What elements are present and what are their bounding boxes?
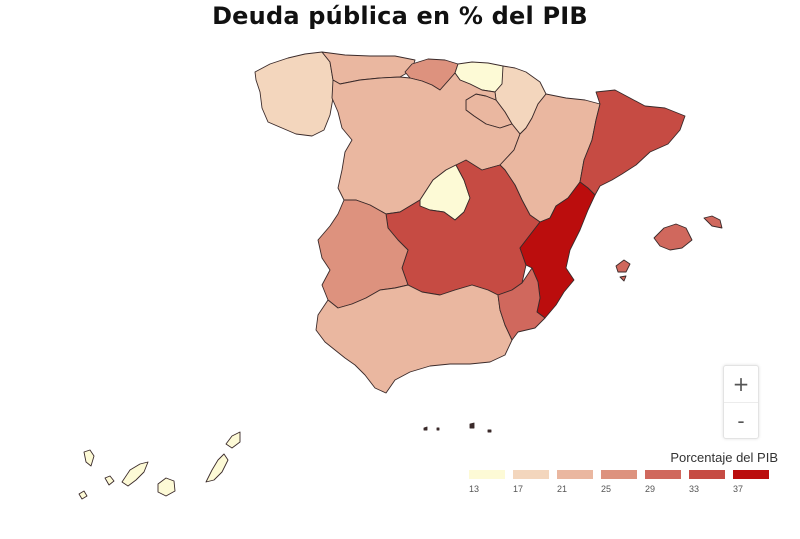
region-small-territory	[436, 427, 440, 431]
region-canarias-gran-canaria[interactable]	[157, 477, 176, 497]
region-cataluna[interactable]	[579, 89, 686, 196]
region-islas-baleares-ibiza[interactable]	[615, 259, 631, 273]
region-andalucia[interactable]	[315, 284, 513, 394]
map-title: Deuda pública en % del PIB	[212, 2, 588, 30]
legend-label: 17	[513, 484, 524, 494]
legend-title: Porcentaje del PIB	[670, 450, 778, 465]
legend-label: 13	[469, 484, 480, 494]
region-canarias-fuerteventura[interactable]	[205, 453, 229, 483]
region-islas-baleares-formentera[interactable]	[619, 275, 627, 282]
legend-swatches	[469, 470, 769, 479]
region-galicia[interactable]	[254, 51, 334, 137]
region-canarias-la-gomera[interactable]	[104, 475, 115, 486]
region-canarias-tenerife[interactable]	[121, 461, 149, 487]
legend-swatch	[601, 470, 637, 479]
legend-swatch	[645, 470, 681, 479]
legend-labels: 13 17 21 25 29 33 37	[469, 484, 769, 494]
region-melilla[interactable]	[487, 429, 492, 433]
legend-label: 21	[557, 484, 568, 494]
legend-label: 29	[645, 484, 656, 494]
legend-label: 37	[733, 484, 744, 494]
legend-swatch	[557, 470, 593, 479]
region-castilla-y-leon[interactable]	[331, 72, 521, 215]
legend-swatch	[469, 470, 505, 479]
region-ceuta[interactable]	[423, 426, 428, 431]
legend-swatch	[689, 470, 725, 479]
legend-label: 25	[601, 484, 612, 494]
region-murcia[interactable]	[497, 267, 546, 341]
region-islas-baleares-mallorca[interactable]	[653, 223, 693, 251]
region-canarias-la-palma[interactable]	[83, 449, 95, 467]
zoom-in-button[interactable]: +	[732, 372, 750, 396]
legend-label: 33	[689, 484, 700, 494]
legend-swatch	[733, 470, 769, 479]
region-islas-baleares-menorca[interactable]	[703, 215, 723, 229]
zoom-out-button[interactable]: -	[724, 402, 758, 439]
region-canarias-el-hierro[interactable]	[78, 490, 88, 500]
legend-swatch	[513, 470, 549, 479]
region-small-territory	[469, 422, 475, 429]
zoom-control: + -	[723, 365, 759, 439]
region-canarias-lanzarote[interactable]	[225, 431, 241, 449]
